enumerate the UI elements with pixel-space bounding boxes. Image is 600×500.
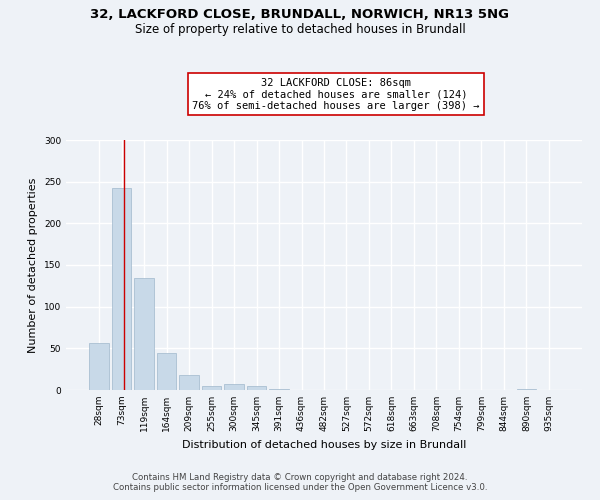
Bar (202, 386, 221, 390)
Bar (157, 354, 176, 390)
Bar (179, 375, 199, 390)
Text: 32 LACKFORD CLOSE: 86sqm
← 24% of detached houses are smaller (124)
76% of semi-: 32 LACKFORD CLOSE: 86sqm ← 24% of detach… (192, 78, 480, 110)
Bar (247, 386, 266, 390)
Bar (134, 278, 154, 390)
Text: Contains HM Land Registry data © Crown copyright and database right 2024.
Contai: Contains HM Land Registry data © Crown c… (113, 473, 487, 492)
Bar (89, 342, 109, 390)
Bar (112, 188, 131, 390)
Bar (269, 389, 289, 390)
Bar (224, 384, 244, 390)
Text: Size of property relative to detached houses in Brundall: Size of property relative to detached ho… (134, 22, 466, 36)
Y-axis label: Number of detached properties: Number of detached properties (28, 178, 38, 352)
Text: 32, LACKFORD CLOSE, BRUNDALL, NORWICH, NR13 5NG: 32, LACKFORD CLOSE, BRUNDALL, NORWICH, N… (91, 8, 509, 20)
X-axis label: Distribution of detached houses by size in Brundall: Distribution of detached houses by size … (182, 440, 466, 450)
Bar (517, 389, 536, 390)
